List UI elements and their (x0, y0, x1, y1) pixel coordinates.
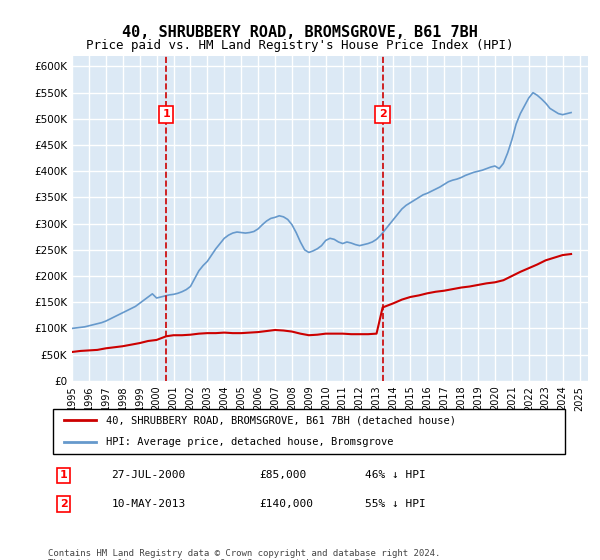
Text: 40, SHRUBBERY ROAD, BROMSGROVE, B61 7BH: 40, SHRUBBERY ROAD, BROMSGROVE, B61 7BH (122, 25, 478, 40)
Text: HPI: Average price, detached house, Bromsgrove: HPI: Average price, detached house, Brom… (106, 437, 394, 447)
Text: 2: 2 (60, 499, 68, 509)
Text: 2: 2 (379, 109, 386, 119)
Text: 1: 1 (163, 109, 170, 119)
Text: 10-MAY-2013: 10-MAY-2013 (112, 499, 185, 509)
Text: 27-JUL-2000: 27-JUL-2000 (112, 470, 185, 480)
FancyBboxPatch shape (53, 409, 565, 454)
Text: 46% ↓ HPI: 46% ↓ HPI (365, 470, 425, 480)
Text: 55% ↓ HPI: 55% ↓ HPI (365, 499, 425, 509)
Text: £85,000: £85,000 (259, 470, 307, 480)
Text: 40, SHRUBBERY ROAD, BROMSGROVE, B61 7BH (detached house): 40, SHRUBBERY ROAD, BROMSGROVE, B61 7BH … (106, 415, 456, 425)
Text: £140,000: £140,000 (259, 499, 313, 509)
Text: Contains HM Land Registry data © Crown copyright and database right 2024.
This d: Contains HM Land Registry data © Crown c… (48, 549, 440, 560)
Text: Price paid vs. HM Land Registry's House Price Index (HPI): Price paid vs. HM Land Registry's House … (86, 39, 514, 52)
Text: 1: 1 (60, 470, 68, 480)
